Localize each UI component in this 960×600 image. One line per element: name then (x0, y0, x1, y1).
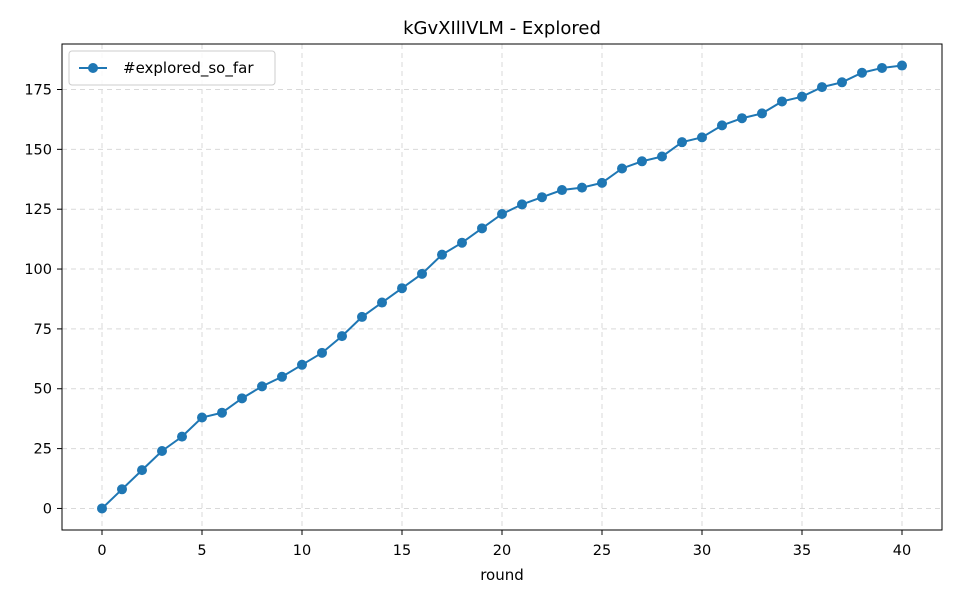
data-point (237, 393, 247, 404)
legend-box (68, 50, 276, 86)
legend-label: #explored_so_far (123, 59, 254, 78)
data-point (897, 60, 907, 71)
data-point (317, 347, 327, 358)
data-point (517, 199, 527, 210)
y-tick-label: 125 (24, 202, 52, 218)
data-point (657, 151, 667, 162)
y-tick-label: 175 (24, 82, 52, 98)
data-point (217, 407, 227, 418)
data-point (857, 67, 867, 78)
data-point (877, 62, 887, 73)
data-point (137, 465, 147, 476)
x-tick-label: 25 (593, 543, 611, 559)
data-point (637, 156, 647, 167)
data-point (697, 132, 707, 143)
data-point (597, 177, 607, 188)
x-tick-label: 0 (97, 543, 106, 559)
data-point (117, 484, 127, 495)
data-point (777, 96, 787, 107)
data-point (737, 113, 747, 124)
x-tick-label: 35 (793, 543, 811, 559)
data-point (97, 503, 107, 514)
data-point (397, 283, 407, 294)
data-point (717, 120, 727, 131)
y-tick-label: 25 (34, 442, 52, 458)
data-point (277, 371, 287, 382)
data-point (257, 381, 267, 392)
data-point (757, 108, 767, 119)
x-tick-label: 40 (893, 543, 911, 559)
data-point (377, 297, 387, 308)
data-point (557, 185, 567, 196)
data-point (337, 331, 347, 342)
x-tick-label: 20 (493, 543, 511, 559)
data-point (457, 237, 467, 248)
data-point (297, 359, 307, 370)
chart-title: kGvXIlIVLM - Explored (403, 18, 601, 39)
y-axis: 0 25 50 75 100 125 150 175 (24, 82, 62, 517)
y-tick-label: 150 (24, 142, 52, 158)
data-point (797, 91, 807, 102)
data-point (477, 223, 487, 234)
data-point (417, 268, 427, 279)
data-point (577, 182, 587, 193)
data-point (677, 137, 687, 148)
legend-marker-swatch (88, 63, 98, 73)
y-tick-label: 75 (34, 322, 52, 338)
y-tick-label: 0 (43, 501, 52, 517)
data-point (157, 445, 167, 456)
x-tick-label: 30 (693, 543, 711, 559)
grid (62, 44, 942, 530)
y-tick-label: 100 (24, 262, 52, 278)
y-tick-label: 50 (34, 382, 52, 398)
x-tick-label: 10 (293, 543, 311, 559)
data-point (837, 77, 847, 88)
data-point (817, 82, 827, 93)
data-point (437, 249, 447, 260)
x-axis: 0 5 10 15 20 25 30 35 40 (97, 530, 911, 559)
data-point (617, 163, 627, 174)
data-point (357, 311, 367, 322)
data-point (537, 192, 547, 203)
data-point (177, 431, 187, 442)
x-tick-label: 5 (197, 543, 206, 559)
data-point (497, 208, 507, 219)
legend: #explored_so_far (68, 50, 276, 86)
series-explored-so-far (97, 60, 907, 514)
x-axis-title: round (480, 566, 524, 584)
data-point (197, 412, 207, 423)
x-tick-label: 15 (393, 543, 411, 559)
